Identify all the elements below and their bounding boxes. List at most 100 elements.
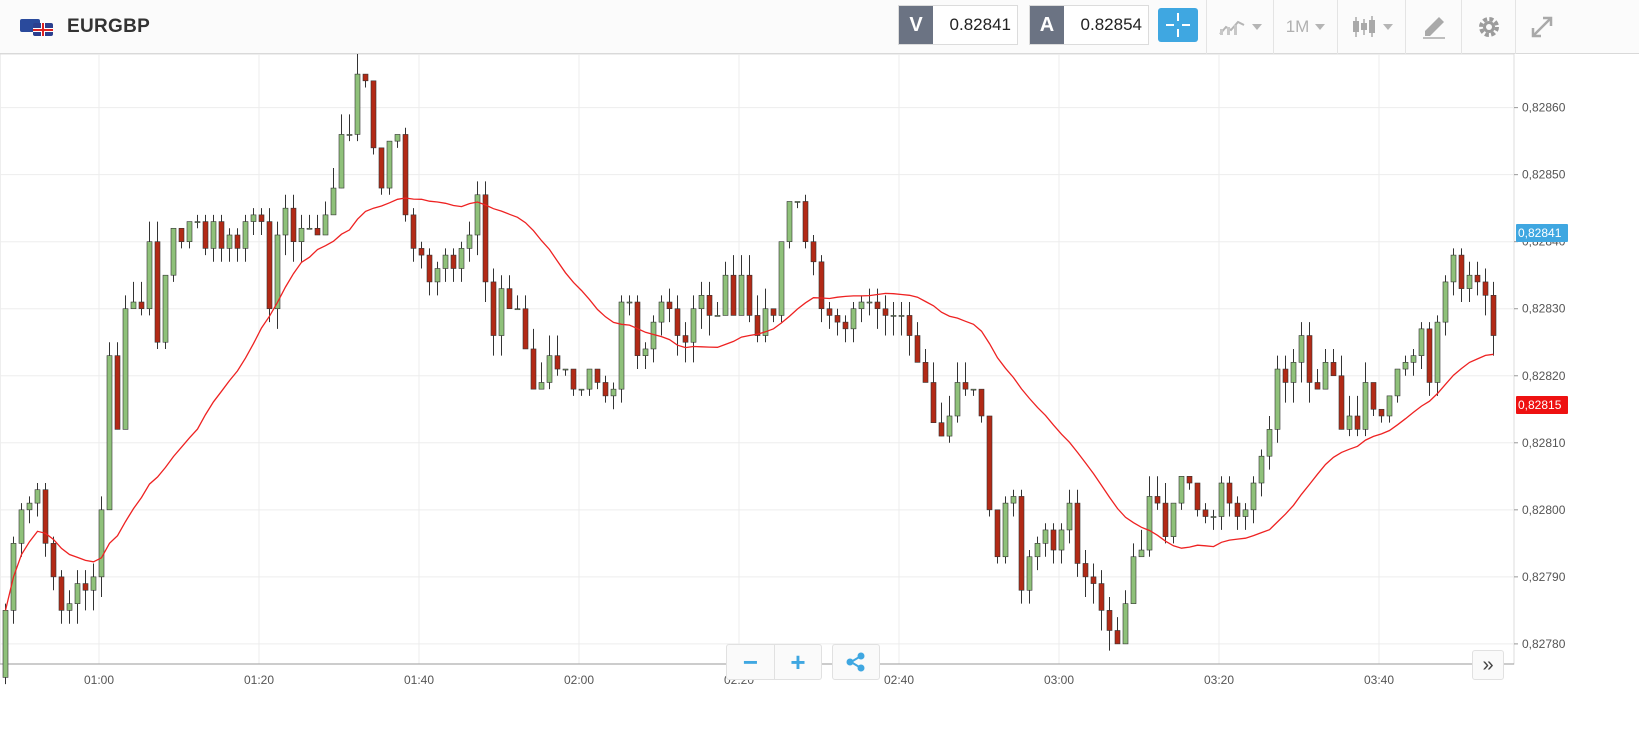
candle-up [1042, 529, 1049, 544]
candle-up [538, 382, 545, 390]
candle-up [1450, 254, 1457, 283]
interval-label: 1M [1285, 17, 1310, 36]
x-tick-label: 01:20 [244, 673, 274, 687]
candle-up [1442, 281, 1449, 323]
candle-style-button[interactable] [1337, 0, 1405, 54]
candle-down [986, 415, 993, 511]
candle-down [874, 301, 881, 310]
candle-down [842, 321, 849, 330]
candle-down [1098, 583, 1105, 611]
candle-down [1018, 496, 1025, 591]
candle-down [962, 382, 969, 390]
candle-up [722, 274, 729, 316]
candle-down [706, 295, 713, 316]
candle-up [394, 134, 401, 142]
line-chart-icon [1219, 20, 1245, 35]
scroll-to-latest-button[interactable]: » [1472, 650, 1504, 680]
settings-button[interactable] [1461, 0, 1515, 54]
candle-up [690, 308, 697, 343]
fullscreen-button[interactable] [1515, 0, 1567, 54]
candle-up [898, 315, 905, 317]
candle-up [2, 610, 9, 678]
candle-up [786, 201, 793, 242]
candle-down [114, 355, 121, 430]
candle-down [202, 221, 209, 249]
zoom-in-button[interactable]: + [773, 645, 821, 679]
crosshair-button[interactable] [1158, 8, 1198, 42]
candle-up [1002, 502, 1009, 558]
candle-down [1490, 295, 1497, 336]
candle-down [554, 355, 561, 370]
price-chart[interactable]: 0,82780 0,82790 0,82800 0,82810 0,82820 0,828… [0, 54, 1639, 729]
y-tick-label: 0,82800 [1522, 503, 1566, 517]
y-tick-label: 0,82830 [1522, 302, 1566, 316]
share-button[interactable] [832, 644, 880, 680]
candle-down [930, 382, 937, 423]
candle-down [1050, 529, 1057, 551]
drawing-tools-icon [1422, 17, 1445, 39]
candle-down [1338, 375, 1345, 430]
candle-down [1082, 563, 1089, 578]
candle-up [354, 73, 361, 135]
candle-up [66, 603, 73, 611]
candle-up [1410, 355, 1417, 363]
candle-up [562, 368, 569, 371]
candle-down [218, 221, 225, 249]
y-tick-label: 0,82790 [1522, 570, 1566, 584]
candle-up [658, 301, 665, 323]
ask-quote-button[interactable]: A 0.82854 [1029, 5, 1149, 45]
candle-down [938, 422, 945, 437]
candle-up [1402, 362, 1409, 370]
candle-up [954, 382, 961, 417]
candle-down [570, 368, 577, 390]
bid-quote-button[interactable]: V 0.82841 [898, 5, 1018, 45]
candle-up [474, 194, 481, 236]
candle-up [274, 234, 281, 310]
interval-button[interactable]: 1M [1273, 0, 1337, 54]
candle-down [1106, 610, 1113, 631]
candle-up [1026, 556, 1033, 591]
candle-down [234, 234, 241, 249]
candle-up [738, 274, 745, 316]
candle-up [322, 214, 329, 236]
candle-down [1194, 482, 1201, 511]
candle-down [978, 388, 985, 417]
candle-down [1426, 328, 1433, 383]
candle-up [1346, 415, 1353, 430]
candle-down [666, 301, 673, 310]
candle-down [810, 241, 817, 263]
candle-up [1362, 382, 1369, 430]
chart-type-button[interactable] [1206, 0, 1273, 54]
candle-down [802, 201, 809, 242]
candle-up [1146, 496, 1153, 551]
candle-down [1474, 274, 1481, 283]
candle-down [1370, 382, 1377, 410]
candle-up [226, 234, 233, 249]
candle-up [1274, 368, 1281, 430]
candle-down [178, 227, 185, 242]
candle-up [306, 227, 313, 230]
candle-down [58, 576, 65, 611]
candle-down [482, 194, 489, 283]
candle-up [458, 248, 465, 269]
y-tick-label: 0,82850 [1522, 168, 1566, 182]
x-tick-label: 01:00 [84, 673, 114, 687]
candlestick-chart[interactable]: 0,82780 0,82790 0,82800 0,82810 0,82820 0,828… [0, 54, 1639, 729]
candle-up [1258, 455, 1265, 484]
candle-down [138, 301, 145, 310]
drawing-tools-button[interactable] [1405, 0, 1461, 54]
candle-up [1058, 529, 1065, 551]
candle-up [466, 234, 473, 249]
candle-down [506, 288, 513, 310]
candle-up [386, 140, 393, 189]
candle-down [1306, 335, 1313, 383]
x-tick-label: 02:00 [564, 673, 594, 687]
candle-down [1186, 476, 1193, 484]
candle-up [1130, 556, 1137, 604]
candle-up [298, 227, 305, 242]
candle-up [514, 308, 521, 311]
candle-down [290, 207, 297, 242]
candle-up [74, 583, 81, 604]
candle-down [754, 315, 761, 336]
zoom-out-button[interactable]: − [742, 646, 759, 677]
